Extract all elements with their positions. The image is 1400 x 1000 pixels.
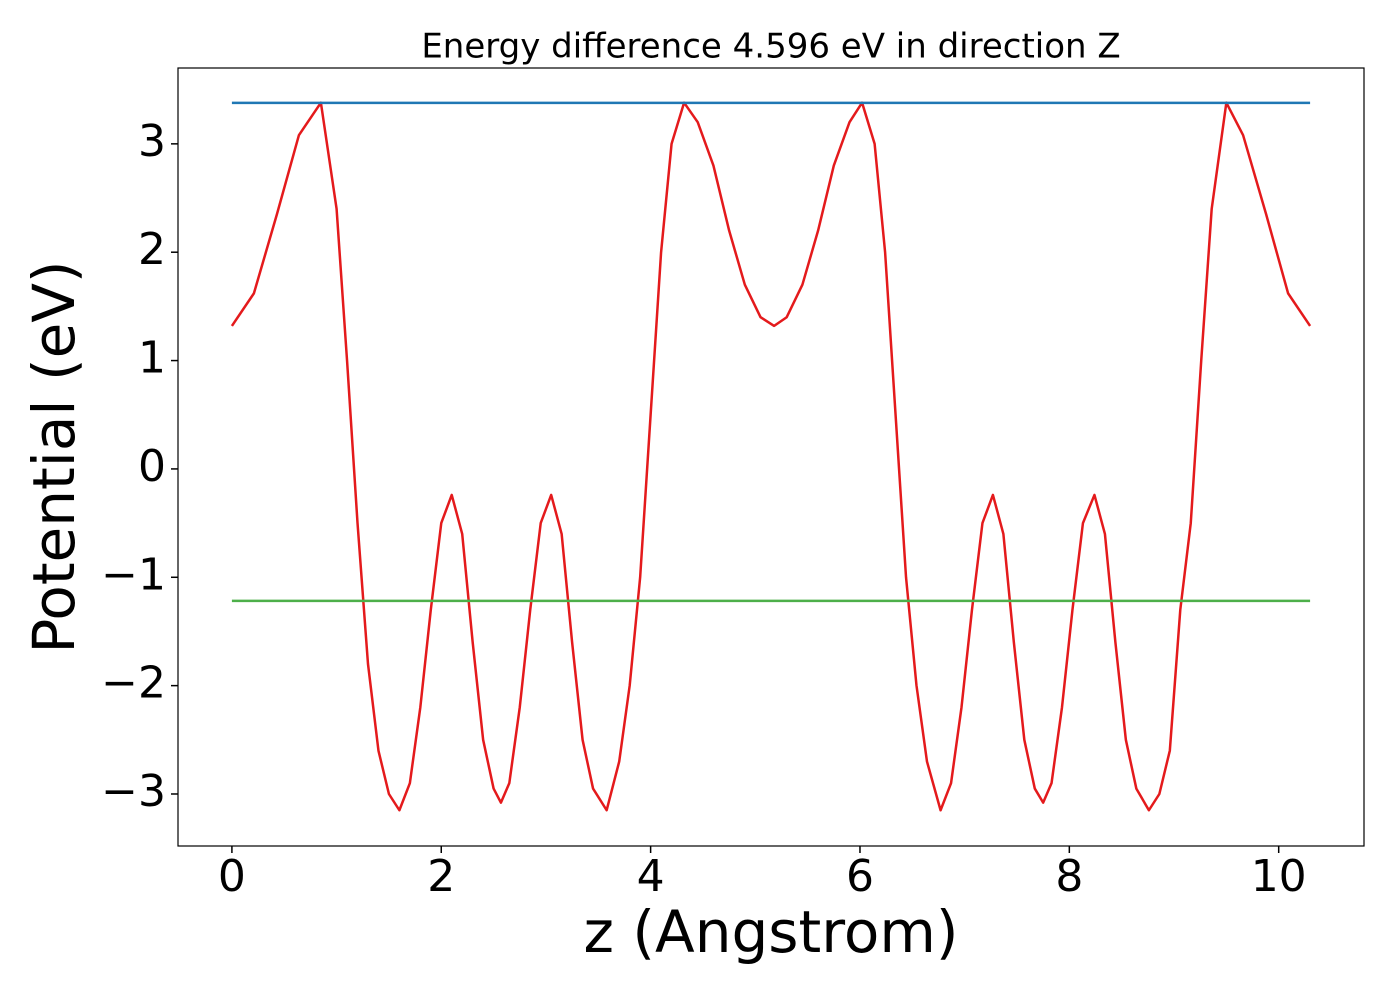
y-tick-label: 3 xyxy=(138,116,166,167)
y-tick-label: −1 xyxy=(101,549,166,600)
x-tick-label: 0 xyxy=(218,851,246,902)
x-axis-label: z (Angstrom) xyxy=(584,898,959,966)
y-axis-label: Potential (eV) xyxy=(20,260,88,653)
y-tick-label: 0 xyxy=(138,441,166,492)
y-tick-label: 2 xyxy=(138,224,166,275)
x-tick-label: 6 xyxy=(846,851,874,902)
plot-frame xyxy=(177,67,1365,847)
y-tick-label: 1 xyxy=(138,333,166,384)
x-tick-label: 8 xyxy=(1055,851,1083,902)
chart-title: Energy difference 4.596 eV in direction … xyxy=(421,27,1120,67)
x-tick-label: 10 xyxy=(1251,851,1307,902)
x-tick-label: 4 xyxy=(637,851,665,902)
x-tick-label: 2 xyxy=(427,851,455,902)
y-tick-label: −3 xyxy=(101,766,166,817)
line-series xyxy=(230,101,1312,812)
y-tick-label: −2 xyxy=(101,658,166,709)
